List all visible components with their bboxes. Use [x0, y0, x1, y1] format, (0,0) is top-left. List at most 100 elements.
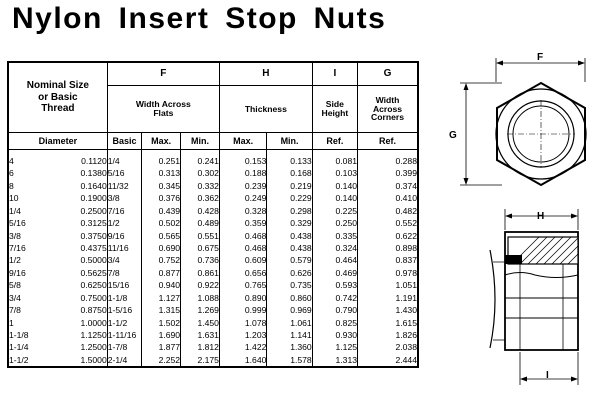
cell-side-height-ref: 0.324	[311, 242, 358, 255]
subheader-max: Max.	[141, 132, 181, 150]
cell-flats-basic: 7/8	[106, 266, 142, 280]
cell-thickness-max: 0.328	[218, 204, 267, 218]
cell-flats-max: 0.313	[141, 167, 181, 180]
cell-nominal-size: 1	[9, 317, 14, 328]
cell-flats-min: 0.489	[180, 217, 220, 230]
cell-flats-basic: 11/16	[106, 242, 142, 255]
cell-flats-basic: 3/8	[106, 192, 142, 205]
header-width-across-corners: Width Across Corners	[357, 85, 418, 133]
cell-thickness-min: 0.969	[266, 304, 313, 317]
cell-side-height-ref: 0.140	[311, 179, 358, 193]
cell-corners-ref: 0.399	[357, 167, 418, 180]
subheader-max: Max.	[218, 132, 267, 150]
cell-flats-basic: 11/32	[106, 179, 142, 193]
cell-corners-ref: 0.288	[357, 149, 418, 168]
cell-flats-max: 1.690	[141, 329, 181, 342]
cell-thickness-max: 0.153	[218, 149, 267, 168]
cell-nominal-size: 1-1/4	[9, 342, 29, 353]
cell-side-height-ref: 0.250	[311, 217, 358, 230]
cell-flats-basic: 1-1/2	[106, 316, 142, 330]
cell-basic-diameter: 0.1120	[81, 155, 107, 166]
cell-side-height-ref: 0.103	[311, 167, 358, 180]
header-letter-I: I	[311, 62, 358, 86]
cell-flats-min: 0.922	[180, 279, 220, 292]
cell-corners-ref: 0.374	[357, 179, 418, 193]
cell-thickness-min: 0.133	[266, 149, 313, 168]
dimension-label-H: H	[537, 211, 544, 222]
cell-nominal-size: 1/4	[9, 205, 21, 216]
cell-basic-diameter: 1.5000	[80, 354, 107, 365]
cell-flats-max: 0.251	[141, 149, 181, 168]
cell-corners-ref: 0.410	[357, 192, 418, 205]
cell-corners-ref: 0.837	[357, 254, 418, 267]
table-row: 1-1/4 1.2500 1-7/8 1.877 1.812 1.422 1.360 1.12…	[8, 341, 418, 354]
cell-flats-max: 0.940	[141, 279, 181, 292]
header-thickness: Thickness	[218, 85, 313, 133]
cell-flats-max: 0.565	[141, 229, 181, 243]
cell-nominal-size: 7/16	[9, 242, 26, 253]
page-title: Nylon Insert Stop Nuts	[12, 2, 387, 35]
table-row: 1 1.0000 1-1/2 1.502 1.450 1.078 1.061 0.825 1.6…	[8, 316, 418, 330]
cell-flats-min: 0.302	[180, 167, 220, 180]
cell-flats-max: 1.502	[141, 316, 181, 330]
cell-corners-ref: 1.051	[357, 279, 418, 292]
cell-flats-basic: 1/2	[106, 217, 142, 230]
dimension-label-I: I	[546, 370, 549, 381]
table-row: 10 0.1900 3/8 0.376 0.362 0.249 0.229 0.140 0.41…	[8, 192, 418, 205]
cell-nominal-size: 1-1/2	[9, 354, 29, 365]
cell-thickness-min: 0.438	[266, 242, 313, 255]
cell-flats-max: 0.690	[141, 242, 181, 255]
header-letter-H: H	[218, 62, 313, 86]
cell-corners-ref: 2.444	[357, 354, 418, 368]
header-side-height: Side Height	[311, 85, 358, 133]
cell-side-height-ref: 0.335	[311, 229, 358, 243]
table-row: 3/8 0.3750 9/16 0.565 0.551 0.468 0.438 0.335 0.…	[8, 229, 418, 243]
cell-flats-basic: 1-1/8	[106, 291, 142, 305]
dimension-label-G: G	[449, 130, 457, 141]
cell-thickness-min: 1.578	[266, 354, 313, 368]
cell-side-height-ref: 0.081	[311, 149, 358, 168]
cell-thickness-min: 0.860	[266, 291, 313, 305]
cell-flats-max: 1.127	[141, 291, 181, 305]
table-row: 1-1/8 1.1250 1-11/16 1.690 1.631 1.203 1.141 0.…	[8, 329, 418, 342]
table-row: 8 0.1640 11/32 0.345 0.332 0.239 0.219 0.140 0.3…	[8, 179, 418, 193]
cell-flats-min: 0.551	[180, 229, 220, 243]
cell-nominal-size: 4	[9, 155, 14, 166]
cell-thickness-max: 0.239	[218, 179, 267, 193]
cell-basic-diameter: 0.1380	[80, 168, 107, 179]
cell-thickness-max: 0.656	[218, 266, 267, 280]
cell-side-height-ref: 0.464	[311, 254, 358, 267]
cell-nominal-size: 8	[9, 180, 14, 191]
cell-nominal-size: 5/8	[9, 280, 21, 291]
cell-flats-min: 0.362	[180, 192, 220, 205]
cell-basic-diameter: 0.3750	[80, 230, 107, 241]
table-row: 1/4 0.2500 7/16 0.439 0.428 0.328 0.298 0.225 0.…	[8, 204, 418, 218]
dimension-label-F: F	[537, 52, 543, 63]
cell-flats-max: 1.877	[141, 341, 181, 354]
cell-flats-max: 0.439	[141, 204, 181, 218]
cell-basic-diameter: 0.7500	[80, 292, 107, 303]
cell-thickness-min: 0.298	[266, 204, 313, 218]
cell-flats-min: 0.241	[180, 149, 220, 168]
cell-flats-min: 2.175	[180, 354, 220, 368]
cell-thickness-max: 0.188	[218, 167, 267, 180]
cell-flats-min: 0.675	[180, 242, 220, 255]
cell-side-height-ref: 0.469	[311, 266, 358, 280]
cell-thickness-max: 0.468	[218, 242, 267, 255]
cell-thickness-max: 0.609	[218, 254, 267, 267]
cell-basic-diameter: 0.1640	[80, 180, 107, 191]
cell-flats-max: 0.345	[141, 179, 181, 193]
cell-thickness-min: 1.061	[266, 316, 313, 330]
cell-thickness-min: 0.229	[266, 192, 313, 205]
table-row: 9/16 0.5625 7/8 0.877 0.861 0.656 0.626 0.469 0.…	[8, 266, 418, 280]
cell-side-height-ref: 0.225	[311, 204, 358, 218]
table-row: 7/8 0.8750 1-5/16 1.315 1.269 0.999 0.969 0.790…	[8, 304, 418, 317]
cell-flats-min: 1.269	[180, 304, 220, 317]
cell-side-height-ref: 0.593	[311, 279, 358, 292]
header-letter-F: F	[106, 62, 220, 86]
cell-flats-basic: 1/4	[106, 149, 142, 168]
subheader-ref: Ref.	[357, 132, 418, 150]
cell-thickness-max: 0.765	[218, 279, 267, 292]
cell-flats-min: 0.428	[180, 204, 220, 218]
cell-corners-ref: 0.482	[357, 204, 418, 218]
